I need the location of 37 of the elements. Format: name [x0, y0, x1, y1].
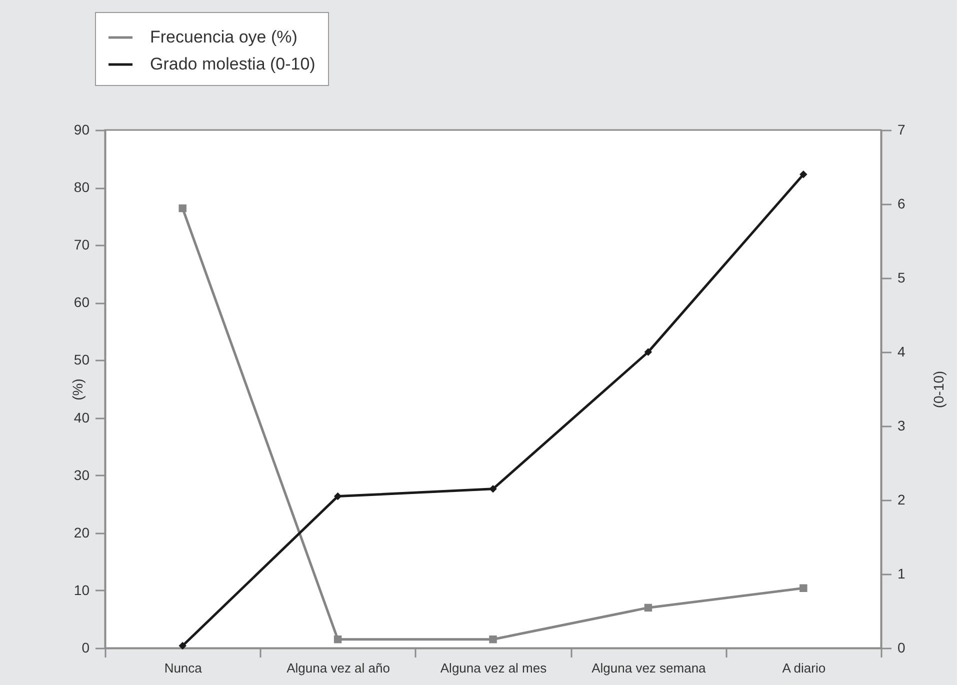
y2-tick-label: 5 [898, 270, 906, 286]
x-tick-label: Alguna vez al mes [440, 660, 548, 676]
y2-tick-label: 2 [898, 492, 906, 508]
y2-axis-title: (0-10) [930, 370, 946, 408]
y-tick-label: 40 [74, 409, 90, 426]
y-tick-label: 50 [74, 352, 90, 368]
y-tick-label: 20 [74, 524, 90, 540]
point [644, 348, 652, 356]
y2-tick-label: 4 [898, 344, 906, 360]
y-tick-label: 70 [74, 236, 90, 253]
x-tick-label: Nunca [164, 660, 203, 676]
point [800, 170, 808, 178]
y2-tick-label: 1 [898, 566, 906, 582]
y2-tick-label: 0 [898, 640, 906, 656]
y-axis-title: (%) [70, 378, 86, 400]
x-tick-label: Alguna vez al año [286, 660, 390, 676]
y2-tick-label: 3 [898, 418, 906, 434]
point [334, 492, 342, 500]
y2-tick-label: 6 [898, 196, 906, 212]
y-tick-label: 90 [74, 122, 90, 138]
y2-tick-label: 7 [898, 122, 906, 138]
y-tick-label: 60 [74, 294, 90, 310]
point [178, 642, 186, 650]
point [178, 204, 186, 212]
legend-label: Grado molestia (0-10) [150, 54, 316, 74]
y-tick-label: 30 [74, 466, 90, 483]
point [800, 584, 808, 592]
point [644, 604, 652, 612]
y-tick-label: 10 [74, 582, 90, 598]
point [489, 485, 497, 493]
point [334, 635, 342, 644]
y-tick-label: 0 [82, 640, 90, 656]
legend-label: Frecuencia oye (%) [150, 28, 298, 46]
x-tick-label: Alguna vez semana [592, 660, 707, 676]
point [489, 635, 497, 644]
y-tick-label: 80 [74, 179, 90, 196]
x-tick-label: A diario [782, 660, 826, 676]
